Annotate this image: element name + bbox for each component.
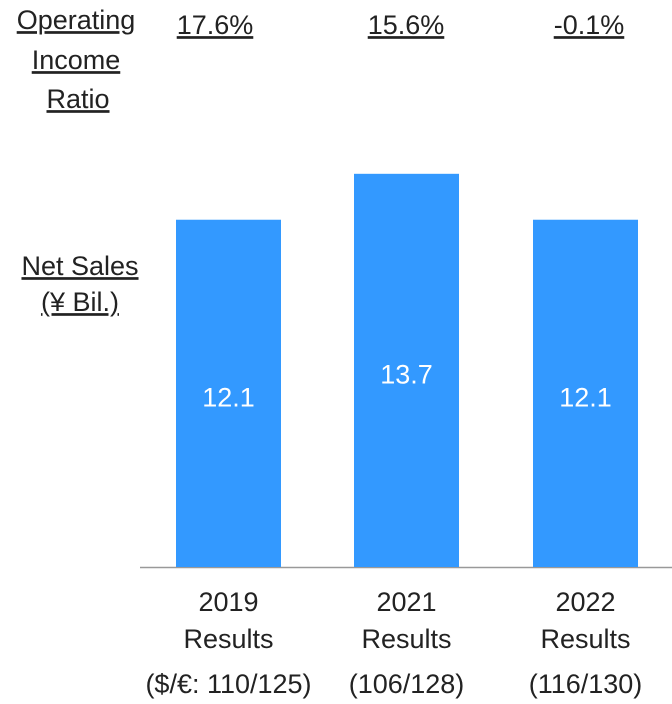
bar (354, 173, 459, 567)
ratio-value: 15.6% (368, 10, 445, 40)
x-tick-label: (116/130) (529, 669, 643, 699)
x-tick-label: Results (361, 624, 451, 654)
ratio-value: 17.6% (177, 10, 254, 40)
ratio-label: Ratio (46, 84, 109, 114)
data-label: 12.1 (559, 382, 612, 412)
bar (533, 219, 638, 568)
x-tick-label: (106/128) (349, 669, 465, 699)
x-tick-label: 2019 (198, 587, 258, 617)
x-tick-label: 2022 (555, 587, 615, 617)
ratio-value: -0.1% (554, 10, 625, 40)
x-tick-label: 2021 (376, 587, 436, 617)
y-axis-label: Net Sales (21, 251, 138, 281)
data-label: 12.1 (202, 382, 255, 412)
y-axis-label: (¥ Bil.) (41, 287, 119, 317)
data-label: 13.7 (380, 360, 433, 390)
x-tick-label: ($/€: 110/125) (145, 669, 311, 699)
ratio-label: Operating (17, 5, 136, 35)
bar (176, 219, 281, 568)
ratio-label: Income (32, 45, 121, 75)
x-tick-label: Results (183, 624, 273, 654)
x-tick-label: Results (540, 624, 630, 654)
